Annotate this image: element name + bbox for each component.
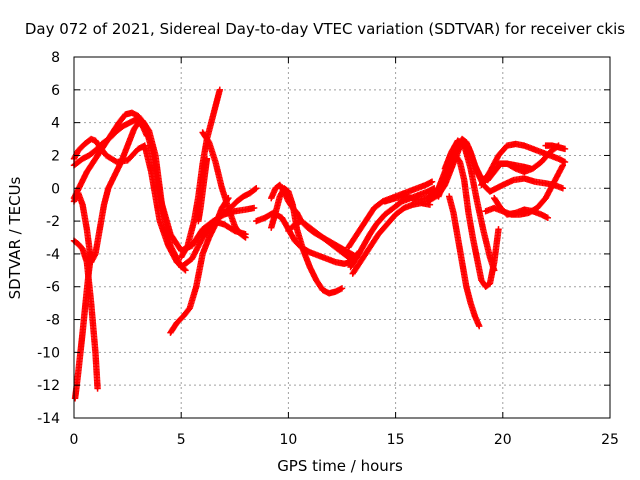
x-tick-label: 10 — [279, 432, 297, 448]
y-tick-label: -2 — [46, 214, 60, 230]
x-tick-label: 20 — [494, 432, 512, 448]
x-tick-label: 0 — [70, 432, 79, 448]
y-tick-label: -12 — [37, 378, 60, 394]
series-pass-2 — [70, 109, 249, 254]
y-tick-label: -10 — [37, 345, 60, 361]
x-tick-label: 25 — [601, 432, 619, 448]
axis-ticks: 0 5 10 15 20 25 -14 -12 -10 -8 -6 -4 -2 0 2 4 6 8 — [37, 50, 619, 448]
y-tick-label: -14 — [37, 411, 60, 427]
series-pass-4 — [70, 119, 151, 266]
data-markers — [70, 86, 569, 402]
y-tick-label: 0 — [51, 181, 60, 197]
data-point — [250, 204, 258, 212]
y-axis-label: SDTVAR / TECUs — [6, 176, 24, 299]
grid-lines — [74, 57, 610, 418]
y-tick-label: -4 — [46, 247, 60, 263]
y-tick-label: 8 — [51, 50, 60, 66]
y-tick-label: -6 — [46, 280, 60, 296]
x-tick-label: 15 — [387, 432, 405, 448]
x-tick-label: 5 — [177, 432, 186, 448]
chart-title: Day 072 of 2021, Sidereal Day-to-day VTE… — [25, 20, 625, 38]
x-axis-label: GPS time / hours — [277, 457, 403, 475]
series-pass-16 — [345, 178, 436, 251]
y-tick-label: 4 — [51, 116, 60, 132]
y-tick-label: 2 — [51, 148, 60, 164]
plot-frame — [73, 56, 611, 419]
y-tick-label: -8 — [46, 313, 60, 329]
y-tick-label: 6 — [51, 83, 60, 99]
